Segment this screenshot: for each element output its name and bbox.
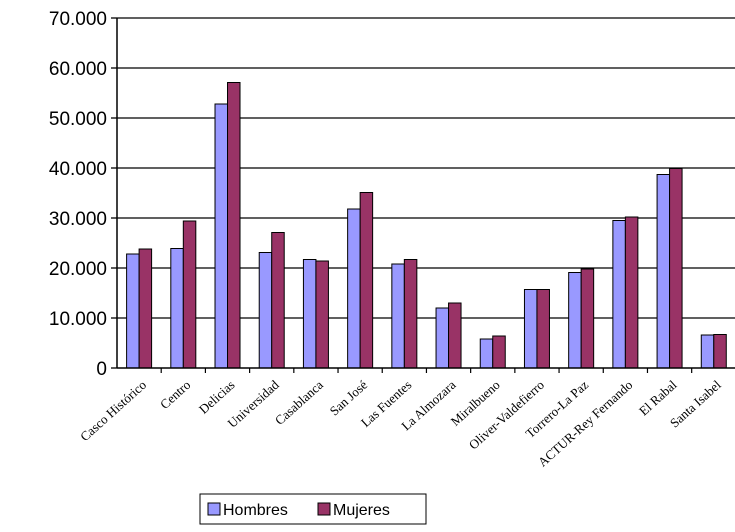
bar-mujeres-12: [624, 216, 639, 369]
bar-hombres-7: [391, 263, 405, 369]
bar-hombres-1: [126, 253, 140, 369]
bar-hombres-6: [347, 208, 361, 369]
bar-mujeres-13: [669, 168, 683, 369]
legend-label-hombres: Hombres: [223, 502, 288, 519]
y-tick-label: 50.000: [49, 109, 107, 130]
bars: [126, 82, 727, 369]
y-tick-labels: 0 10.000 20.000 30.000 40.000 50.000 60.000 70.…: [49, 9, 107, 380]
bar-hombres-3: [214, 103, 229, 369]
bar-mujeres-10: [536, 289, 550, 369]
bar-mujeres-2: [182, 220, 197, 369]
bar-hombres-4: [258, 252, 273, 369]
legend-box: [199, 493, 427, 525]
x-tick-label: Oliver-Valdefierro: [466, 377, 547, 452]
bar-hombres-14: [700, 334, 715, 369]
legend: Hombres Mujeres: [199, 493, 427, 525]
gridlines: [117, 17, 735, 319]
x-tick-label: Casablanca: [272, 377, 326, 428]
legend-label-mujeres: Mujeres: [333, 502, 390, 519]
bar-hombres-8: [435, 307, 450, 369]
bar-hombres-10: [523, 289, 538, 369]
bar-mujeres-11: [580, 268, 595, 369]
x-tick-label: Casco Histórico: [77, 377, 149, 444]
bar-mujeres-3: [227, 82, 241, 369]
x-tick-labels: Casco Histórico Centro DeliciasUniversidad…: [77, 377, 724, 470]
y-tick-label: 30.000: [49, 209, 107, 230]
y-tick-label: 70.000: [49, 9, 107, 30]
bar-hombres-13: [656, 174, 671, 369]
bar-mujeres-9: [492, 335, 506, 369]
x-tick-label: El Rabal: [636, 377, 680, 419]
bar-mujeres-14: [713, 334, 727, 369]
x-tick-label: Delicias: [196, 377, 238, 417]
legend-swatch-mujeres: [317, 502, 331, 516]
bar-mujeres-6: [359, 192, 374, 369]
bar-hombres-5: [302, 259, 317, 369]
bar-mujeres-4: [271, 232, 285, 369]
legend-swatch-hombres: [207, 502, 221, 516]
y-tick-label: 60.000: [49, 59, 107, 80]
bar-mujeres-1: [138, 248, 153, 369]
bar-hombres-9: [479, 338, 494, 369]
y-tick-label: 40.000: [49, 159, 107, 180]
y-tick-label: 0: [96, 359, 107, 380]
axes: [111, 17, 735, 373]
bar-mujeres-7: [403, 259, 418, 369]
bar-mujeres-8: [448, 302, 462, 369]
y-tick-label: 10.000: [49, 309, 107, 330]
bar-hombres-12: [612, 220, 626, 369]
bar-hombres-2: [170, 248, 184, 369]
bar-mujeres-5: [315, 260, 329, 369]
bar-hombres-11: [568, 272, 582, 369]
x-tick-label: Centro: [157, 377, 193, 412]
y-tick-label: 20.000: [49, 259, 107, 280]
x-tick-label: San José: [327, 377, 371, 419]
